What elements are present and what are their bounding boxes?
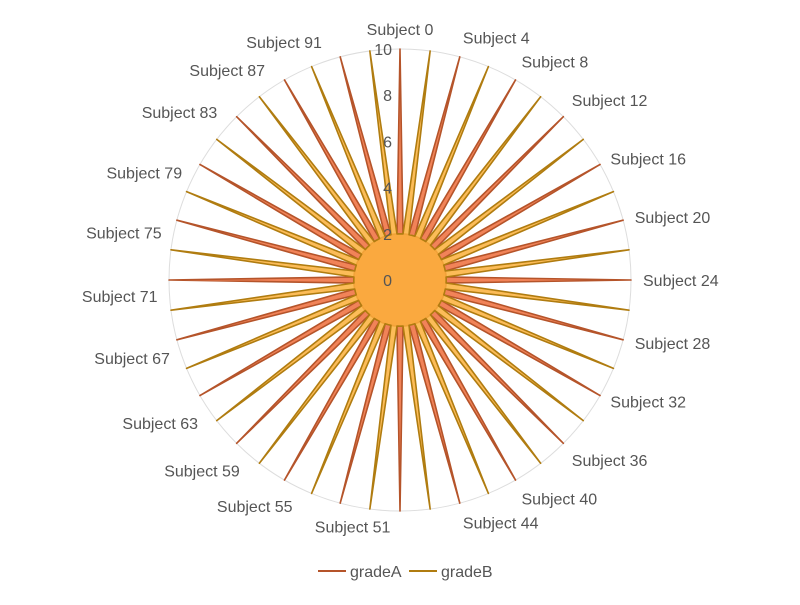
category-label: Subject 55 <box>217 499 293 516</box>
category-label: Subject 59 <box>164 464 240 481</box>
category-label: Subject 20 <box>635 210 711 227</box>
category-label: Subject 83 <box>142 105 218 122</box>
category-label: Subject 24 <box>643 273 719 290</box>
radial-tick-label: 8 <box>383 88 392 105</box>
category-label: Subject 75 <box>86 226 162 243</box>
category-label: Subject 63 <box>122 416 198 433</box>
legend[interactable]: gradeA gradeB <box>318 564 493 581</box>
series-area-gradeB[interactable] <box>170 50 630 510</box>
category-label: Subject 36 <box>572 453 648 470</box>
legend-item-gradeB[interactable]: gradeB <box>409 564 493 581</box>
category-label: Subject 71 <box>82 289 158 306</box>
radial-tick-label: 2 <box>383 227 392 244</box>
radial-axis: 0 2 4 6 8 10 <box>374 42 392 290</box>
category-label: Subject 79 <box>106 166 182 183</box>
radial-tick-label: 10 <box>374 42 392 59</box>
category-label: Subject 44 <box>463 516 539 533</box>
category-label: Subject 87 <box>189 63 265 80</box>
radial-tick-label: 6 <box>383 134 392 151</box>
category-label: Subject 91 <box>246 35 322 52</box>
category-label: Subject 12 <box>572 93 648 110</box>
category-label: Subject 67 <box>94 351 170 368</box>
radial-tick-label: 0 <box>383 273 392 290</box>
legend-label-gradeA: gradeA <box>350 564 402 581</box>
category-label: Subject 40 <box>522 491 598 508</box>
category-label: Subject 28 <box>635 336 711 353</box>
category-label: Subject 16 <box>610 152 686 169</box>
legend-label-gradeB: gradeB <box>441 564 493 581</box>
category-label: Subject 0 <box>367 22 434 39</box>
category-label: Subject 4 <box>463 30 530 47</box>
category-label: Subject 32 <box>610 395 686 412</box>
category-label: Subject 8 <box>522 55 589 72</box>
radar-series <box>168 48 632 512</box>
category-labels: Subject 0 Subject 4 Subject 8 Subject 12 Sub… <box>82 22 719 536</box>
category-label: Subject 51 <box>315 519 391 536</box>
radial-tick-label: 4 <box>383 181 392 198</box>
legend-item-gradeA[interactable]: gradeA <box>318 564 402 581</box>
